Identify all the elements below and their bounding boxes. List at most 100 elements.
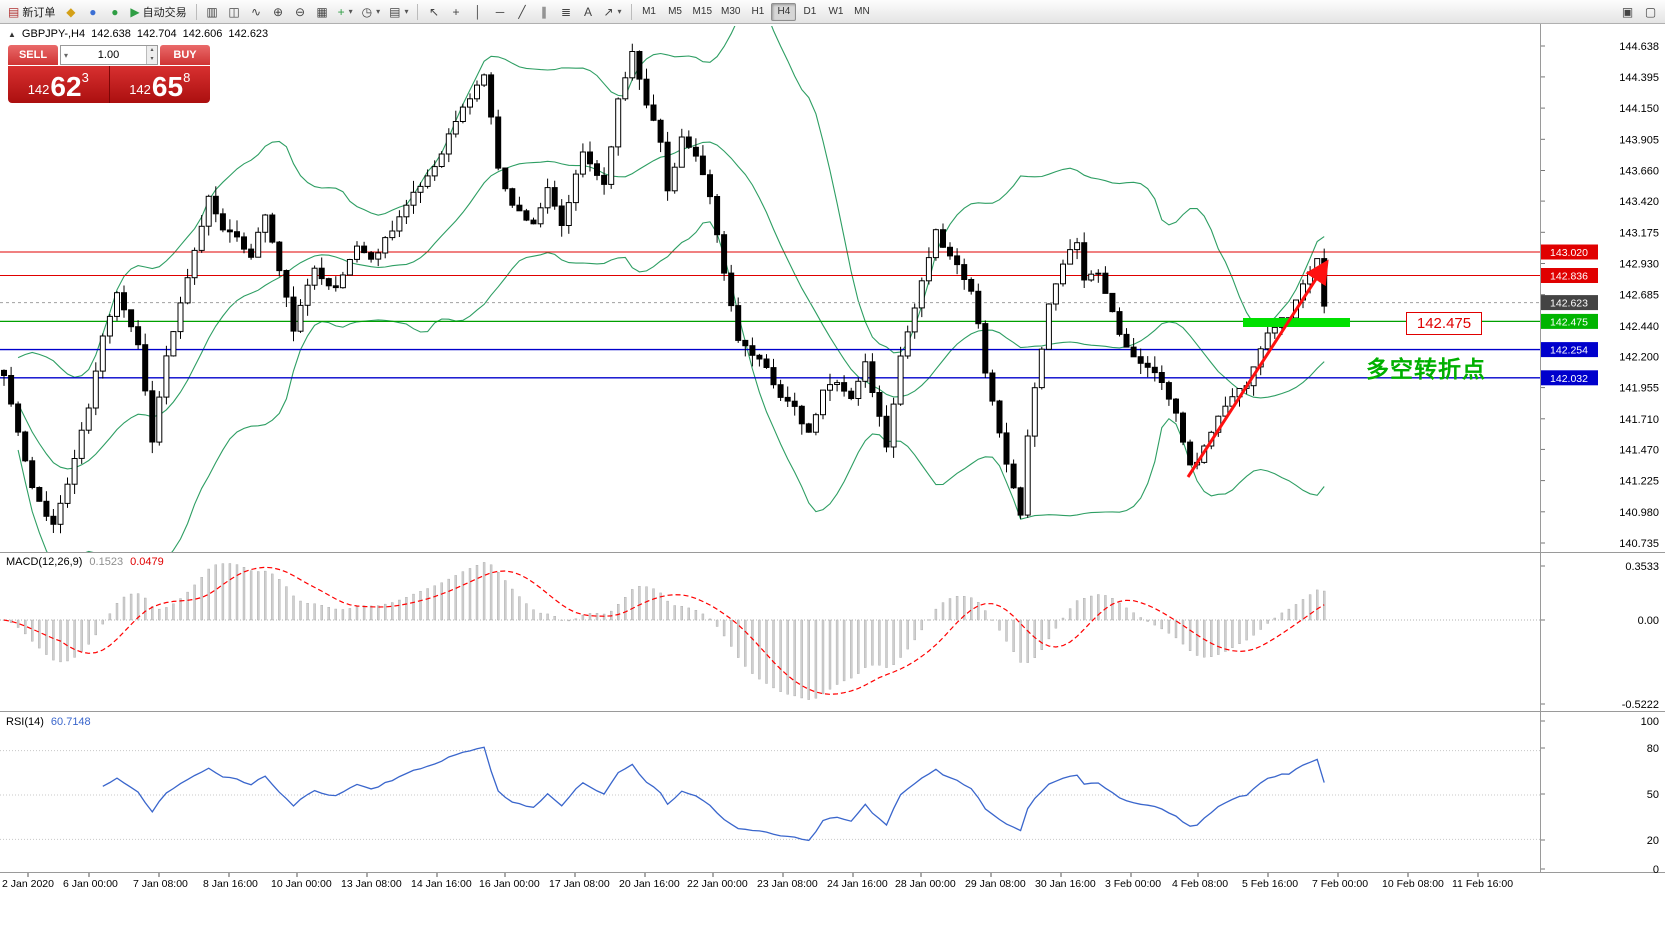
- trendline-tool[interactable]: ╱: [511, 2, 532, 22]
- auto-trading-glyph: ▶: [130, 4, 140, 19]
- svg-text:143.660: 143.660: [1619, 166, 1659, 178]
- svg-text:144.638: 144.638: [1619, 41, 1659, 53]
- svg-text:100: 100: [1641, 716, 1659, 728]
- text-tool[interactable]: A: [577, 2, 598, 22]
- svg-text:142.032: 142.032: [1550, 373, 1588, 385]
- svg-text:142.930: 142.930: [1619, 259, 1659, 271]
- volume-field[interactable]: ▾ 1.00 ▴ ▾: [60, 45, 158, 65]
- svg-text:141.470: 141.470: [1619, 444, 1659, 456]
- bar-chart-icon[interactable]: ▥: [202, 2, 223, 22]
- buy-price-button[interactable]: 142 65 8: [109, 66, 210, 103]
- buy-button[interactable]: BUY: [160, 45, 210, 65]
- chart-window-icon[interactable]: ▣: [1617, 2, 1638, 22]
- spinner-up-icon[interactable]: ▴: [147, 46, 157, 55]
- candlestick-chart-icon-glyph: ◫: [228, 4, 240, 19]
- buy-price-big: 142: [129, 82, 151, 97]
- sell-price-sup: 3: [81, 70, 89, 85]
- tile-windows-icon[interactable]: ▦: [312, 2, 333, 22]
- svg-text:4 Feb 08:00: 4 Feb 08:00: [1172, 878, 1228, 890]
- rsi-axis: 100 80 50 20 0: [1541, 716, 1659, 876]
- zoom-out-icon-glyph: ⊖: [295, 4, 306, 19]
- svg-text:0: 0: [1653, 864, 1659, 876]
- horizontal-line-glyph: ─: [495, 4, 505, 19]
- svg-text:2 Jan 2020: 2 Jan 2020: [2, 878, 54, 890]
- toolbar-separator: [195, 3, 197, 20]
- svg-text:144.395: 144.395: [1619, 72, 1659, 84]
- market-watch-icon-glyph: ◆: [66, 4, 76, 19]
- turning-point-annotation[interactable]: 多空转折点: [1366, 356, 1486, 382]
- timeframe-w1[interactable]: W1: [828, 6, 844, 17]
- market-watch-icon[interactable]: ◆: [60, 2, 81, 22]
- toolbar-right-icons: ▣ ▢: [1617, 2, 1661, 22]
- horizontal-line-tool[interactable]: ─: [489, 2, 510, 22]
- zoom-in-icon[interactable]: ⊕: [268, 2, 289, 22]
- cursor-tool[interactable]: ↖: [423, 2, 444, 22]
- timeframe-m30[interactable]: M30: [721, 6, 741, 17]
- one-click-trading-panel: SELL ▾ 1.00 ▴ ▾ BUY 142 62 3 142 65 8: [8, 45, 210, 103]
- svg-text:143.175: 143.175: [1619, 227, 1659, 239]
- svg-text:140.980: 140.980: [1619, 507, 1659, 519]
- svg-text:5 Feb 16:00: 5 Feb 16:00: [1242, 878, 1298, 890]
- sell-button[interactable]: SELL: [8, 45, 58, 65]
- svg-text:16 Jan 00:00: 16 Jan 00:00: [479, 878, 540, 890]
- chart-symbol-info: ▲ GBPJPY-,H4 142.638 142.704 142.606 142…: [8, 28, 268, 40]
- rsi-value: 60.7148: [50, 716, 91, 728]
- fibonacci-tool[interactable]: ≣: [555, 2, 576, 22]
- indicators-glyph: +: [337, 4, 345, 19]
- time-axis: 2 Jan 2020 6 Jan 00:00 7 Jan 08:00 8 Jan 16…: [2, 873, 1513, 890]
- sell-price-button[interactable]: 142 62 3: [8, 66, 109, 103]
- line-chart-icon[interactable]: ∿: [246, 2, 267, 22]
- bollinger-bands: [17, 26, 1325, 552]
- cursor-glyph: ↖: [428, 4, 439, 19]
- candlestick-chart-icon[interactable]: ◫: [224, 2, 245, 22]
- spinner-down-icon[interactable]: ▾: [147, 55, 157, 64]
- zoom-out-icon[interactable]: ⊖: [290, 2, 311, 22]
- timeframe-h4[interactable]: H4: [771, 2, 797, 21]
- dropdown-caret-icon[interactable]: ▾: [404, 7, 409, 16]
- timeframe-d1[interactable]: D1: [803, 6, 817, 17]
- timeframe-m5[interactable]: M5: [668, 6, 682, 17]
- arrows-tool[interactable]: ↗ ▾: [599, 2, 625, 22]
- ohlc-open: 142.638: [91, 28, 131, 40]
- dropdown-caret-icon[interactable]: ▾: [376, 7, 381, 16]
- navigator-icon[interactable]: ●: [82, 2, 103, 22]
- dropdown-caret-icon[interactable]: ▾: [617, 7, 622, 16]
- symbol-name: GBPJPY-,H4: [21, 28, 86, 40]
- svg-text:20 Jan 16:00: 20 Jan 16:00: [619, 878, 680, 890]
- zoom-in-icon-glyph: ⊕: [273, 4, 284, 19]
- trendline-glyph: ╱: [518, 4, 526, 19]
- svg-text:141.710: 141.710: [1619, 414, 1659, 426]
- templates-button[interactable]: ▤ ▾: [385, 2, 412, 22]
- new-order-button[interactable]: ▤ 新订单: [4, 2, 59, 22]
- svg-text:142.836: 142.836: [1550, 271, 1588, 283]
- timeframe-m1[interactable]: M1: [642, 6, 656, 17]
- layout-icon-glyph: ▢: [1644, 4, 1657, 19]
- buy-price-main: 65: [151, 71, 184, 103]
- svg-text:143.420: 143.420: [1619, 196, 1659, 208]
- line-chart-icon-glyph: ∿: [251, 4, 262, 19]
- timeframe-mn[interactable]: MN: [854, 6, 870, 17]
- vertical-line-tool[interactable]: │: [467, 2, 488, 22]
- timeframe-h1[interactable]: H1: [751, 6, 765, 17]
- price-level-annotation[interactable]: 142.475: [1406, 312, 1482, 335]
- svg-text:142.623: 142.623: [1550, 298, 1588, 310]
- indicators-button[interactable]: + ▾: [334, 2, 357, 22]
- auto-trading-button[interactable]: ▶ 自动交易: [126, 2, 190, 22]
- terminal-icon[interactable]: ●: [104, 2, 125, 22]
- svg-text:14 Jan 16:00: 14 Jan 16:00: [411, 878, 472, 890]
- new-order-button-label: 新订单: [22, 6, 56, 19]
- periods-button[interactable]: ◷ ▾: [358, 2, 385, 22]
- channel-tool[interactable]: ∥: [533, 2, 554, 22]
- svg-text:50: 50: [1647, 789, 1659, 801]
- volume-spinner[interactable]: ▴ ▾: [146, 46, 157, 64]
- rsi-title: RSI(14): [6, 716, 44, 728]
- layout-icon[interactable]: ▢: [1640, 2, 1661, 22]
- volume-value: 1.00: [97, 49, 120, 61]
- dropdown-caret-icon[interactable]: ▾: [348, 7, 353, 16]
- volume-dropdown-icon[interactable]: ▾: [64, 50, 69, 60]
- svg-text:141.225: 141.225: [1619, 476, 1659, 488]
- timeframe-m15[interactable]: M15: [692, 6, 712, 17]
- crosshair-tool[interactable]: +: [445, 2, 466, 22]
- bar-chart-icon-glyph: ▥: [206, 4, 218, 19]
